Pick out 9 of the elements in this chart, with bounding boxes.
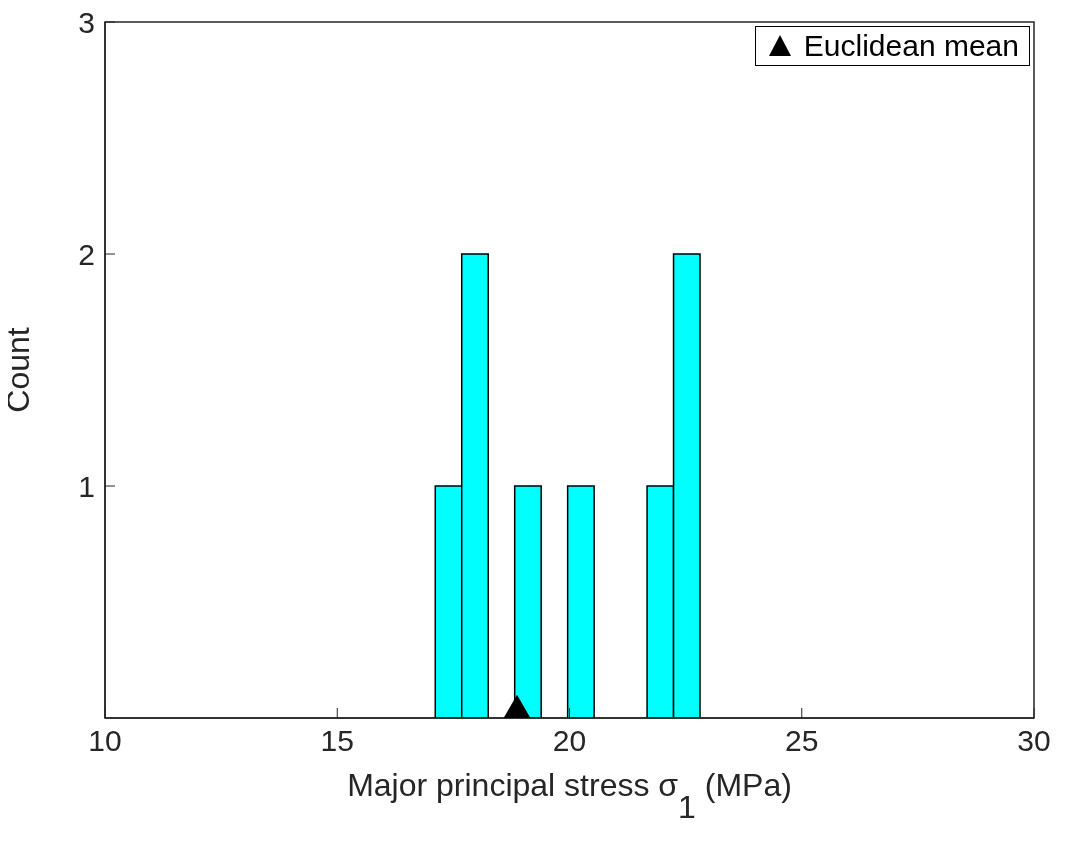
legend-label: Euclidean mean: [803, 29, 1019, 63]
y-tick-label: 3: [78, 5, 95, 39]
x-tick-label: 20: [552, 724, 587, 758]
y-tick-label: 1: [78, 469, 95, 503]
y-tick-label: 2: [78, 237, 95, 271]
x-tick-label: 10: [88, 724, 122, 758]
x-tick-label: 30: [1017, 724, 1051, 758]
x-tick-label: 25: [785, 724, 819, 758]
x-tick-label: 15: [320, 724, 354, 758]
